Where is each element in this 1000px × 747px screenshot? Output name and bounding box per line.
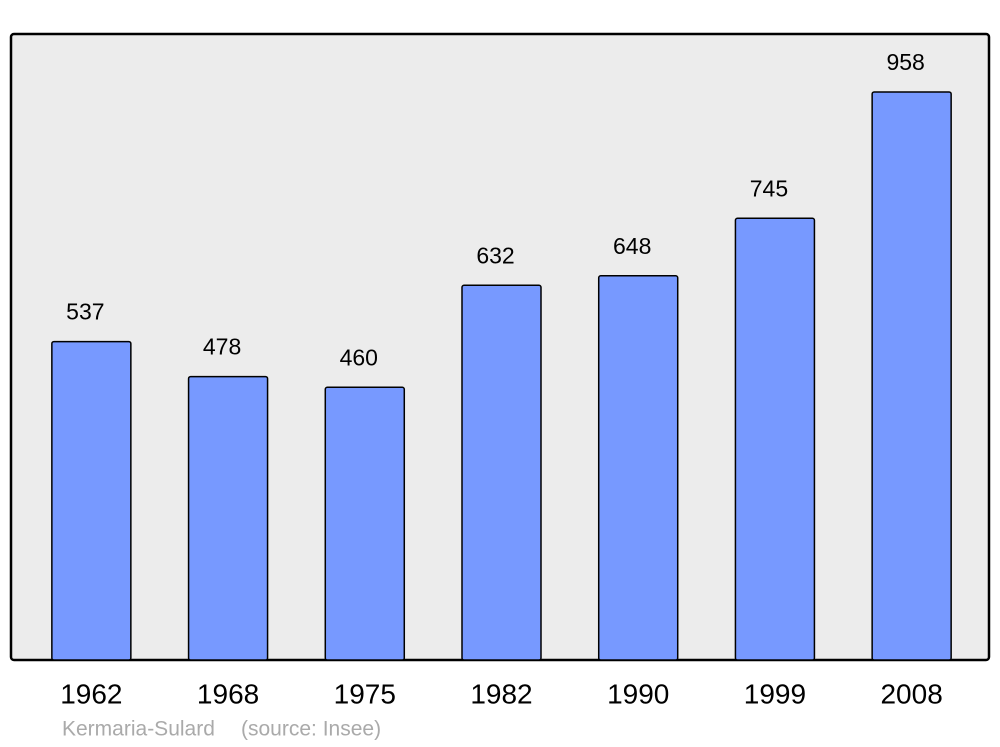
x-tick-label: 1962	[60, 678, 122, 709]
bar	[734, 217, 816, 661]
source-note: (source: Insee)	[241, 718, 381, 741]
value-label: 537	[66, 299, 104, 325]
value-label: 745	[750, 175, 788, 201]
bar	[324, 386, 406, 661]
x-tick-label: 1990	[607, 678, 669, 709]
value-label: 460	[340, 344, 378, 370]
place-name: Kermaria-Sulard	[62, 718, 215, 741]
x-tick-label: 1999	[744, 678, 806, 709]
value-label: 632	[476, 242, 514, 268]
value-label: 648	[613, 233, 651, 259]
bar	[597, 275, 679, 661]
x-tick-label: 1975	[334, 678, 396, 709]
bar	[51, 340, 132, 661]
x-tick-label: 1968	[197, 678, 259, 709]
x-tick-label: 1982	[470, 678, 532, 709]
bar	[187, 375, 269, 661]
bar	[461, 284, 542, 661]
bar	[871, 91, 952, 661]
value-label: 958	[886, 49, 924, 75]
x-tick-label: 2008	[880, 678, 942, 709]
value-label: 478	[203, 334, 241, 360]
